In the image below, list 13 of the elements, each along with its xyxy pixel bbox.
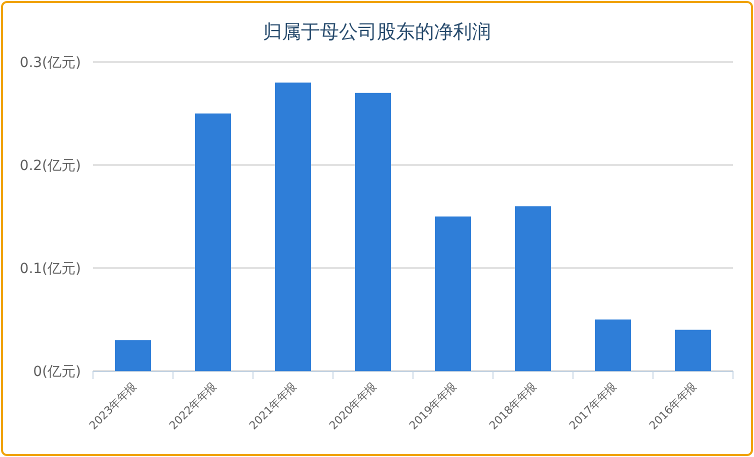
- bar: [115, 340, 151, 371]
- chart-title: 归属于母公司股东的净利润: [263, 21, 491, 43]
- y-tick-label: 0(亿元): [33, 364, 81, 380]
- bar: [595, 320, 631, 371]
- y-tick-label: 0.3(亿元): [20, 55, 81, 71]
- y-tick-label: 0.2(亿元): [20, 158, 81, 174]
- bar: [515, 206, 551, 371]
- bar: [435, 216, 471, 371]
- bar: [675, 330, 711, 371]
- bar: [355, 92, 391, 371]
- y-tick-label: 0.1(亿元): [20, 261, 81, 277]
- bar: [275, 82, 311, 371]
- bar: [195, 114, 231, 371]
